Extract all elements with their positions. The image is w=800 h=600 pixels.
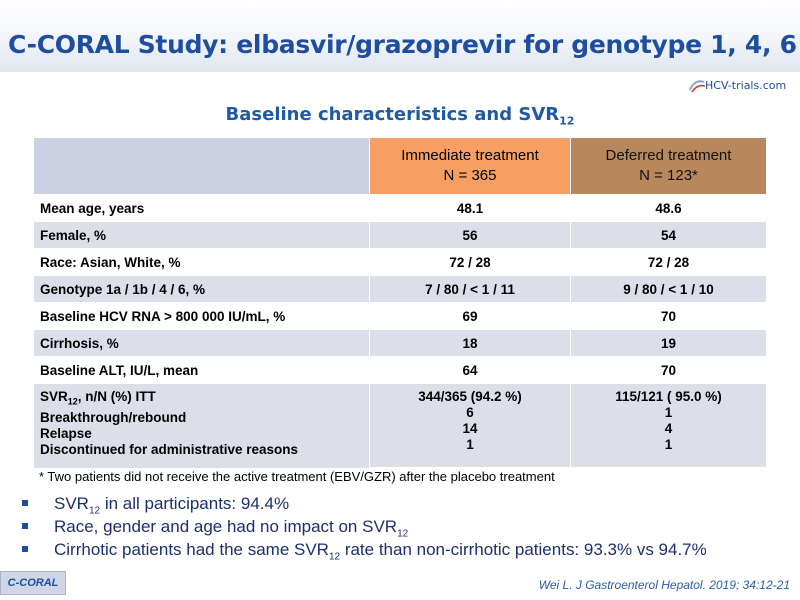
svr-labels-cell: SVR12, n/N (%) ITT Breakthrough/rebound … — [33, 383, 370, 468]
bullet-subscript: 12 — [88, 505, 101, 517]
bullet-item: Cirrhotic patients had the same SVR12 ra… — [22, 538, 707, 563]
bullet-square-icon — [22, 523, 28, 529]
row-label: Baseline HCV RNA > 800 000 IU/mL, % — [33, 302, 370, 330]
header-band — [0, 0, 800, 72]
row-label: Mean age, years — [33, 194, 370, 222]
header-label: Immediate treatment — [401, 147, 539, 164]
deferred-value: 72 / 28 — [570, 248, 767, 276]
key-findings-list: SVR12 in all participants: 94.4% Race, g… — [22, 492, 707, 563]
subtitle-subscript: 12 — [559, 114, 575, 128]
relapse-immediate-value: 14 — [462, 421, 478, 436]
citation: Wei L. J Gastroenterol Hepatol. 2019; 34… — [538, 578, 790, 592]
relapse-deferred-value: 4 — [664, 421, 673, 436]
table-footnote: * Two patients did not receive the activ… — [39, 469, 555, 484]
bullet-text-pre: Cirrhotic patients had the same SVR — [54, 540, 329, 559]
bullet-text-pre: SVR — [54, 494, 89, 513]
immediate-value: 64 — [369, 356, 571, 384]
bullet-text-post: in all participants: 94.4% — [100, 494, 290, 513]
bullet-text-post: rate than non-cirrhotic patients: 93.3% … — [340, 540, 707, 559]
header-label: Deferred treatment — [605, 147, 732, 164]
svr-outcome-row: SVR12, n/N (%) ITT Breakthrough/rebound … — [33, 383, 767, 468]
svr-label-pre: SVR — [40, 389, 68, 404]
relapse-label: Relapse — [40, 425, 92, 441]
immediate-value: 69 — [369, 302, 571, 330]
svr-label-sub: 12 — [67, 396, 78, 407]
logo-text: HCV-trials.com — [705, 79, 787, 92]
immediate-value: 7 / 80 / < 1 / 11 — [369, 275, 571, 303]
deferred-value: 9 / 80 / < 1 / 10 — [570, 275, 767, 303]
deferred-value: 70 — [570, 356, 767, 384]
hcv-trials-logo: HCV-trials.com — [688, 78, 794, 96]
section-subtitle: Baseline characteristics and SVR12 — [0, 104, 800, 128]
immediate-value: 72 / 28 — [369, 248, 571, 276]
deferred-value: 19 — [570, 329, 767, 357]
table-row: Female, % 56 54 — [33, 221, 767, 249]
bullet-square-icon — [22, 546, 28, 552]
bullet-item: Race, gender and age had no impact on SV… — [22, 515, 707, 540]
bullet-text-pre: Race, gender and age had no impact on SV… — [54, 517, 398, 536]
svr-label-post: , n/N (%) ITT — [77, 389, 156, 404]
table-row: Cirrhosis, % 18 19 — [33, 329, 767, 357]
bullet-square-icon — [22, 500, 28, 506]
page-title: C-CORAL Study: elbasvir/grazoprevir for … — [8, 30, 797, 59]
bullet-item: SVR12 in all participants: 94.4% — [22, 492, 707, 517]
baseline-table: Immediate treatment N = 365 Deferred tre… — [33, 137, 767, 468]
svr-immediate-cell: 344/365 (94.2 %) 6 14 1 — [369, 383, 571, 468]
discontinued-deferred-value: 1 — [664, 437, 673, 452]
table-corner-cell — [33, 137, 370, 195]
table-row: Baseline ALT, IU/L, mean 64 70 — [33, 356, 767, 384]
discontinued-immediate-value: 1 — [466, 437, 474, 452]
immediate-value: 18 — [369, 329, 571, 357]
svr-immediate-value: 344/365 (94.2 %) — [418, 389, 522, 404]
deferred-value: 70 — [570, 302, 767, 330]
svr-deferred-cell: 115/121 ( 95.0 %) 1 4 1 — [570, 383, 767, 468]
discontinued-label: Discontinued for administrative reasons — [40, 441, 299, 457]
immediate-value: 56 — [369, 221, 571, 249]
table-row: Baseline HCV RNA > 800 000 IU/mL, % 69 7… — [33, 302, 767, 330]
row-label: Cirrhosis, % — [33, 329, 370, 357]
row-label: Female, % — [33, 221, 370, 249]
logo-swoosh-icon — [689, 80, 706, 93]
breakthrough-deferred-value: 1 — [664, 405, 673, 420]
table-row: Mean age, years 48.1 48.6 — [33, 194, 767, 222]
header-n: N = 365 — [443, 167, 497, 184]
svr-deferred-value: 115/121 ( 95.0 %) — [615, 389, 722, 404]
breakthrough-immediate-value: 6 — [466, 405, 474, 420]
deferred-value: 54 — [570, 221, 767, 249]
table-row: Race: Asian, White, % 72 / 28 72 / 28 — [33, 248, 767, 276]
immediate-treatment-header: Immediate treatment N = 365 — [369, 137, 571, 195]
header-n: N = 123* — [639, 167, 698, 184]
bullet-subscript: 12 — [397, 528, 409, 540]
row-label: Baseline ALT, IU/L, mean — [33, 356, 370, 384]
bullet-subscript: 12 — [328, 551, 341, 563]
deferred-value: 48.6 — [570, 194, 767, 222]
row-label: Genotype 1a / 1b / 4 / 6, % — [33, 275, 370, 303]
svr-label: SVR12, n/N (%) ITT — [40, 389, 369, 410]
table-row: Genotype 1a / 1b / 4 / 6, % 7 / 80 / < 1… — [33, 275, 767, 303]
deferred-treatment-header: Deferred treatment N = 123* — [570, 137, 767, 195]
subtitle-text: Baseline characteristics and SVR — [225, 104, 560, 125]
immediate-value: 48.1 — [369, 194, 571, 222]
study-badge: C-CORAL — [0, 571, 66, 595]
row-label: Race: Asian, White, % — [33, 248, 370, 276]
breakthrough-label: Breakthrough/rebound — [40, 409, 187, 425]
